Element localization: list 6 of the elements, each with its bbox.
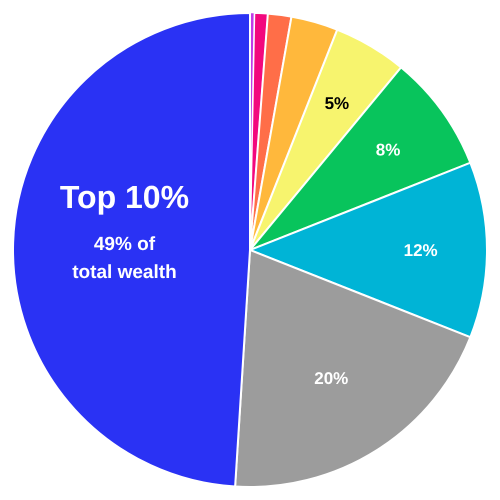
data-label: 20% — [314, 369, 348, 388]
slice-label: Top 10% — [60, 179, 190, 216]
data-label: 5% — [324, 94, 350, 114]
data-label: 8% — [376, 140, 400, 160]
data-label: 12% — [404, 241, 438, 260]
data-label: 49% of total wealth — [72, 234, 177, 284]
